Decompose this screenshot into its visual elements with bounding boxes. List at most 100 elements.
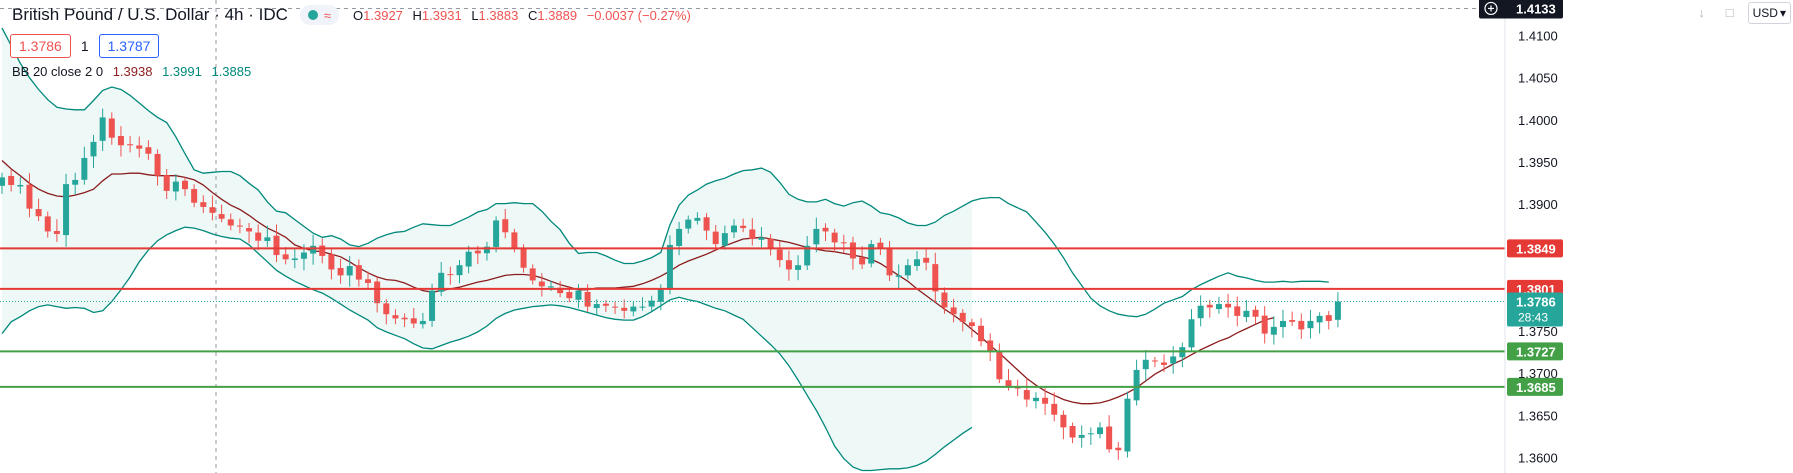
candle-body: [1280, 320, 1286, 328]
candle-body: [474, 250, 481, 254]
candle-body: [1243, 310, 1250, 318]
candle-body: [1225, 303, 1232, 308]
candle-body: [1005, 380, 1012, 387]
candle-body: [209, 207, 216, 213]
candle-body: [529, 268, 536, 281]
trade-panel: 1.3786 1 1.3787: [10, 34, 160, 58]
screenshot-icon[interactable]: □: [1725, 5, 1734, 20]
bb-label: BB 20 close 2 0: [12, 64, 104, 79]
level-price-label: 1.3849: [1516, 241, 1556, 256]
candle-body: [657, 288, 664, 302]
candle-body: [831, 232, 838, 243]
candle-body: [1142, 359, 1149, 370]
price-tick-label: 1.3650: [1518, 408, 1558, 423]
candle-body: [1188, 319, 1195, 348]
level-price-tag: [1507, 377, 1563, 396]
currency-select[interactable]: USD ▾: [1747, 2, 1791, 24]
currency-label: USD: [1752, 6, 1778, 20]
candle-body: [987, 340, 994, 353]
ohlc-high-key: H: [412, 7, 422, 23]
candle-body: [1078, 434, 1085, 438]
candle-body: [191, 189, 198, 203]
ohlc-close: 1.3889: [537, 7, 578, 23]
candle-body: [923, 257, 930, 263]
candle-body: [365, 279, 371, 283]
bb-lower-value: 1.3885: [211, 64, 252, 79]
candle-body: [1106, 426, 1113, 450]
symbol-title[interactable]: British Pound / U.S. Dollar · 4h · IDC: [12, 5, 288, 24]
candle-body: [154, 153, 161, 176]
candle-body: [127, 144, 134, 146]
plus-circle-icon: [1484, 1, 1498, 16]
market-status-pill[interactable]: ≈: [299, 5, 340, 25]
candle-body: [117, 136, 124, 146]
candle-body: [200, 202, 207, 207]
buy-button[interactable]: 1.3787: [98, 34, 160, 58]
price-tick-label: 1.4050: [1518, 71, 1558, 86]
ohlc-low-key: L: [471, 7, 479, 23]
candle-body: [227, 219, 234, 226]
candle-body: [264, 237, 271, 241]
last-price-label: 1.3786: [1516, 295, 1556, 310]
quantity: 1: [80, 38, 89, 54]
candle-body: [163, 175, 170, 191]
candle-body: [602, 303, 609, 306]
candle-body: [1042, 397, 1049, 404]
candle-body: [895, 275, 902, 277]
candle-body: [108, 118, 115, 138]
top-right-tools: ↓ □ USD ▾: [1692, 2, 1791, 24]
candle-body: [557, 287, 564, 294]
candle-body: [1087, 433, 1094, 435]
candle-body: [383, 303, 390, 315]
bb-legend[interactable]: BB 20 close 2 0 1.3938 1.3991 1.3885: [12, 64, 257, 79]
candle-body: [566, 292, 573, 299]
ohlc-open-key: O: [353, 7, 364, 23]
candle-body: [17, 184, 24, 187]
bb-upper-value: 1.3991: [162, 64, 202, 79]
candle-body: [648, 300, 655, 307]
chevron-down-icon: ▾: [1779, 6, 1786, 20]
candle-body: [877, 242, 884, 248]
candle-body: [1234, 306, 1241, 316]
sell-button[interactable]: 1.3786: [10, 34, 71, 58]
candle-body: [520, 248, 527, 268]
candle-body: [676, 228, 683, 246]
candle-body: [392, 315, 399, 319]
candle-body: [666, 244, 673, 290]
candle-body: [374, 281, 381, 304]
candle-body: [456, 265, 463, 276]
candle-body: [575, 290, 582, 300]
candle-body: [273, 235, 280, 256]
candle-body: [996, 350, 1003, 380]
arrow-down-icon[interactable]: ↓: [1698, 5, 1705, 20]
price-tick-label: 1.3750: [1518, 324, 1558, 339]
level-price-label: 1.3727: [1516, 344, 1556, 359]
candle-body: [822, 227, 829, 232]
candle-body: [740, 225, 747, 229]
bb-lower-line: [1, 226, 973, 472]
candle-body: [182, 180, 188, 190]
candle-body: [767, 238, 774, 250]
candle-body: [1206, 304, 1213, 308]
candle-body: [1097, 427, 1103, 435]
candle-body: [465, 251, 472, 267]
candle-body: [968, 322, 975, 327]
symbol-header: British Pound / U.S. Dollar · 4h · IDC ≈…: [12, 3, 697, 27]
price-tick-label: 1.3900: [1518, 197, 1558, 212]
candle-body: [291, 258, 298, 261]
wave-icon: ≈: [323, 7, 332, 23]
candle-body: [429, 290, 436, 321]
ohlc-open: 1.3927: [363, 7, 403, 23]
candle-body: [1289, 320, 1296, 322]
candle-body: [26, 184, 33, 209]
candle-body: [813, 228, 820, 245]
candle-body: [978, 325, 985, 342]
last-price-tag: [1507, 292, 1563, 327]
ohlc-high: 1.3931: [421, 7, 462, 23]
candle-body: [584, 291, 591, 307]
candle-body: [1215, 304, 1222, 310]
ohlc-low: 1.3883: [478, 7, 519, 23]
candle-body: [90, 141, 97, 157]
candle-body: [483, 246, 490, 254]
